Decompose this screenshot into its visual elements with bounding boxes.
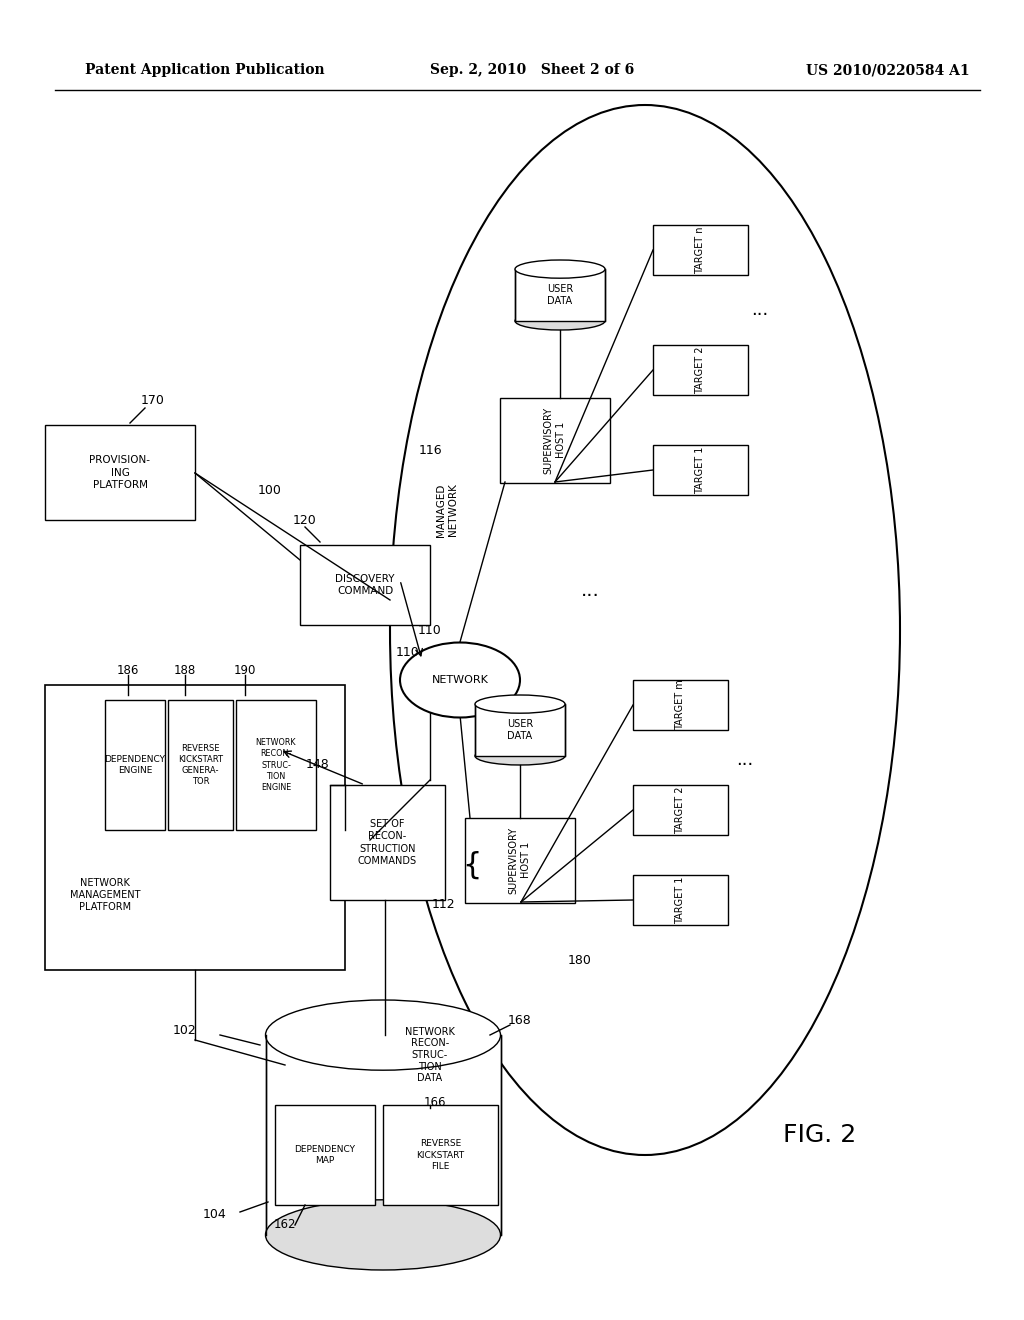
Bar	[500, 397, 610, 483]
Text: 112: 112	[431, 899, 455, 912]
Ellipse shape	[265, 1200, 501, 1270]
Text: 188: 188	[174, 664, 197, 676]
Text: 190: 190	[233, 664, 256, 676]
Bar	[105, 700, 165, 830]
Bar	[652, 345, 748, 395]
Bar	[465, 817, 575, 903]
Text: TARGET 2: TARGET 2	[675, 787, 685, 834]
Text: NETWORK
RECON-
STRUC-
TION
ENGINE: NETWORK RECON- STRUC- TION ENGINE	[256, 738, 296, 792]
Text: 102: 102	[173, 1023, 197, 1036]
Text: REVERSE
KICKSTART
GENERA-
TOR: REVERSE KICKSTART GENERA- TOR	[178, 744, 223, 787]
Bar	[275, 1105, 375, 1205]
Text: NETWORK: NETWORK	[431, 675, 488, 685]
Ellipse shape	[475, 747, 565, 766]
Text: 120: 120	[293, 513, 316, 527]
Bar	[633, 785, 727, 836]
Bar	[265, 1035, 501, 1236]
Text: FIG. 2: FIG. 2	[783, 1123, 857, 1147]
Text: 180: 180	[568, 953, 592, 966]
Bar	[236, 700, 316, 830]
Text: Sep. 2, 2010   Sheet 2 of 6: Sep. 2, 2010 Sheet 2 of 6	[430, 63, 634, 77]
Ellipse shape	[400, 643, 520, 718]
Text: 148: 148	[306, 759, 330, 771]
Text: 186: 186	[117, 664, 139, 676]
Text: 170: 170	[141, 393, 165, 407]
Text: ...: ...	[736, 751, 754, 770]
Bar	[330, 785, 445, 900]
Bar	[633, 875, 727, 925]
Text: USER
DATA: USER DATA	[547, 284, 573, 306]
Text: MANAGED
NETWORK: MANAGED NETWORK	[436, 483, 458, 537]
Text: TARGET 1: TARGET 1	[675, 876, 685, 924]
Text: Patent Application Publication: Patent Application Publication	[85, 63, 325, 77]
Ellipse shape	[515, 312, 605, 330]
Text: REVERSE
KICKSTART
FILE: REVERSE KICKSTART FILE	[417, 1139, 465, 1171]
Text: US 2010/0220584 A1: US 2010/0220584 A1	[806, 63, 970, 77]
Text: SUPERVISORY
HOST 1: SUPERVISORY HOST 1	[509, 826, 531, 894]
Bar	[515, 269, 605, 321]
Text: USER
DATA: USER DATA	[507, 719, 534, 742]
Bar	[475, 704, 565, 756]
Text: NETWORK
RECON-
STRUC-
TION
DATA: NETWORK RECON- STRUC- TION DATA	[406, 1027, 455, 1084]
Text: TARGET n: TARGET n	[695, 226, 705, 273]
Ellipse shape	[265, 1001, 501, 1071]
Text: DEPENDENCY
MAP: DEPENDENCY MAP	[295, 1144, 355, 1166]
Bar	[168, 700, 233, 830]
Text: 110: 110	[396, 647, 420, 660]
Text: PROVISION-
ING
PLATFORM: PROVISION- ING PLATFORM	[89, 455, 151, 490]
Ellipse shape	[475, 696, 565, 713]
Bar	[633, 680, 727, 730]
Text: 110: 110	[418, 623, 442, 636]
Text: DISCOVERY
COMMAND: DISCOVERY COMMAND	[335, 574, 394, 597]
Text: 162: 162	[273, 1218, 296, 1232]
Text: 100: 100	[258, 483, 282, 496]
Text: 166: 166	[424, 1096, 446, 1109]
Text: DEPENDENCY
ENGINE: DEPENDENCY ENGINE	[104, 755, 166, 775]
Text: TARGET 2: TARGET 2	[695, 346, 705, 393]
Ellipse shape	[515, 260, 605, 279]
Bar	[383, 1105, 498, 1205]
Text: {: {	[462, 850, 481, 879]
Text: TARGET 1: TARGET 1	[695, 446, 705, 494]
Text: NETWORK
MANAGEMENT
PLATFORM: NETWORK MANAGEMENT PLATFORM	[70, 878, 140, 912]
Text: SET OF
RECON-
STRUCTION
COMMANDS: SET OF RECON- STRUCTION COMMANDS	[358, 818, 417, 866]
Bar	[652, 445, 748, 495]
Text: 168: 168	[508, 1014, 531, 1027]
Bar	[45, 425, 195, 520]
Bar	[300, 545, 430, 624]
Text: SUPERVISORY
HOST 1: SUPERVISORY HOST 1	[544, 407, 566, 474]
Bar	[45, 685, 345, 970]
Text: 104: 104	[203, 1209, 227, 1221]
Text: ...: ...	[752, 301, 769, 319]
Text: TARGET m: TARGET m	[675, 680, 685, 730]
Text: 116: 116	[418, 444, 441, 457]
Text: ...: ...	[581, 581, 599, 599]
Bar	[652, 224, 748, 275]
